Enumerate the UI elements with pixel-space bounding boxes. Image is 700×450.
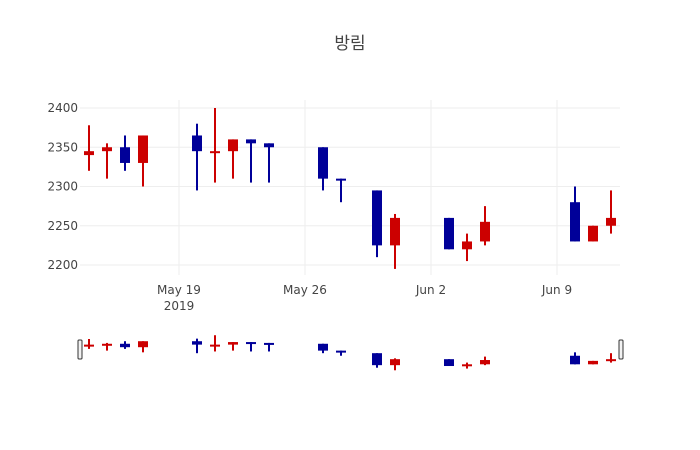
range-slider-right-handle[interactable] <box>618 339 624 360</box>
slider-candle <box>120 341 130 349</box>
x-tick-label: Jun 2 <box>415 283 446 297</box>
chart-title: 방림 <box>334 34 365 54</box>
y-tick-label: 2250 <box>47 219 78 233</box>
y-tick-label: 2400 <box>47 101 78 115</box>
slider-candle <box>336 350 346 356</box>
x-tick-label: May 26 <box>283 283 327 297</box>
slider-candle <box>192 338 202 354</box>
slider-candle <box>228 342 238 351</box>
slider-candle <box>480 356 490 366</box>
y-axis: 2200 2250 2300 2350 2400 <box>47 101 78 272</box>
slider-candle <box>264 342 274 352</box>
candle[interactable] <box>264 143 274 183</box>
y-tick-label: 2300 <box>47 180 78 194</box>
candles[interactable] <box>84 108 616 269</box>
grid <box>80 100 620 275</box>
candle[interactable] <box>480 206 490 246</box>
candle[interactable] <box>246 139 256 183</box>
candle[interactable] <box>444 217 454 250</box>
candle[interactable] <box>336 178 346 203</box>
slider-candle <box>462 362 472 369</box>
slider-candle <box>210 335 220 352</box>
candle[interactable] <box>210 108 220 183</box>
slider-candle <box>588 360 598 365</box>
candle[interactable] <box>84 125 94 171</box>
candle[interactable] <box>390 213 400 269</box>
x-tick-label: Jun 9 <box>541 283 572 297</box>
slider-candle <box>606 353 616 363</box>
candle[interactable] <box>318 147 328 191</box>
range-slider[interactable] <box>77 335 624 371</box>
x-tick-year: 2019 <box>164 299 195 313</box>
slider-candle <box>318 343 328 354</box>
candle[interactable] <box>138 135 148 187</box>
slider-candle <box>102 342 112 351</box>
candle[interactable] <box>462 233 472 262</box>
slider-candle <box>372 353 382 368</box>
candle[interactable] <box>102 143 112 179</box>
candle[interactable] <box>570 186 580 242</box>
slider-candle <box>138 341 148 353</box>
slider-candle <box>390 358 400 371</box>
candle[interactable] <box>228 139 238 179</box>
y-tick-label: 2200 <box>47 258 78 272</box>
slider-candle <box>84 338 94 349</box>
candle[interactable] <box>192 123 202 191</box>
candle[interactable] <box>120 135 130 171</box>
candle[interactable] <box>372 190 382 258</box>
slider-candle <box>570 352 580 365</box>
y-tick-label: 2350 <box>47 140 78 154</box>
range-slider-left-handle[interactable] <box>77 339 83 360</box>
slider-candle <box>246 342 256 352</box>
candle[interactable] <box>606 190 616 234</box>
slider-candle <box>444 359 454 367</box>
x-tick-label: May 19 <box>157 283 201 297</box>
candle[interactable] <box>588 225 598 242</box>
x-axis: May 19 2019 May 26 Jun 2 Jun 9 <box>157 283 572 313</box>
